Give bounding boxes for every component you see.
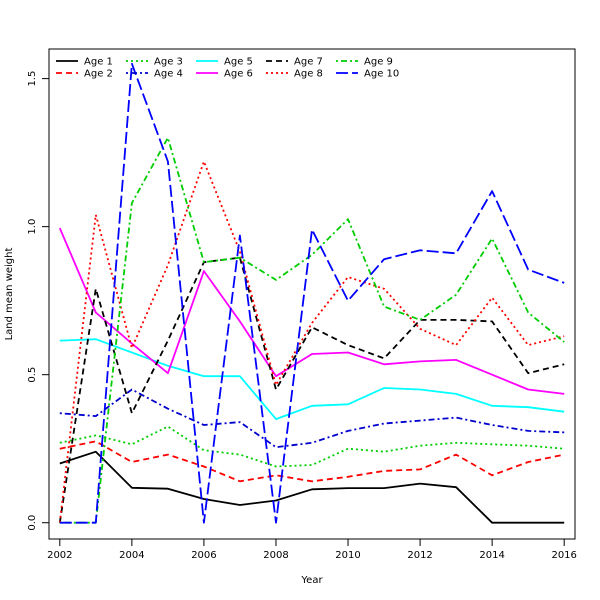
series-line-age-2 <box>59 440 565 483</box>
series-line-age-9 <box>59 136 565 524</box>
legend-label: Age 5 <box>224 57 253 68</box>
x-tick-label: 2012 <box>407 550 432 561</box>
y-tick-label: 1.0 <box>27 219 38 235</box>
x-tick-label: 2008 <box>263 550 288 561</box>
x-tick-label: 2002 <box>47 550 72 561</box>
series-line-age-8 <box>58 160 565 523</box>
x-tick-label: 2004 <box>119 550 144 561</box>
legend-label: Age 4 <box>154 69 183 80</box>
y-tick-label: 0.0 <box>27 515 38 531</box>
y-tick-label: 0.5 <box>27 367 38 383</box>
series-layer <box>58 62 565 524</box>
legend-label: Age 1 <box>84 57 113 68</box>
y-axis-label: Land mean weight <box>4 248 15 341</box>
x-tick-label: 2016 <box>551 550 576 561</box>
series-line-age-10 <box>59 62 565 524</box>
legend-label: Age 3 <box>154 57 183 68</box>
legend-label: Age 2 <box>84 69 113 80</box>
legend-label: Age 8 <box>294 69 323 80</box>
x-tick-label: 2006 <box>191 550 216 561</box>
legend-label: Age 10 <box>364 69 399 80</box>
legend-label: Age 9 <box>364 57 393 68</box>
legend-label: Age 7 <box>294 57 323 68</box>
series-line-age-7 <box>58 256 565 523</box>
x-axis: 2002 2004 2006 2008 2010 2012 2014 2016 <box>47 538 577 561</box>
legend-label: Age 6 <box>224 69 253 80</box>
series-line-age-5 <box>59 338 565 421</box>
x-tick-label: 2014 <box>479 550 504 561</box>
y-tick-label: 1.5 <box>27 71 38 87</box>
series-line-age-1 <box>59 450 565 524</box>
x-tick-label: 2010 <box>335 550 360 561</box>
series-line-age-6 <box>58 227 565 395</box>
series-line-age-4 <box>59 388 565 449</box>
y-axis: 0.0 0.5 1.0 1.5 <box>27 71 50 531</box>
x-axis-label: Year <box>300 575 323 586</box>
